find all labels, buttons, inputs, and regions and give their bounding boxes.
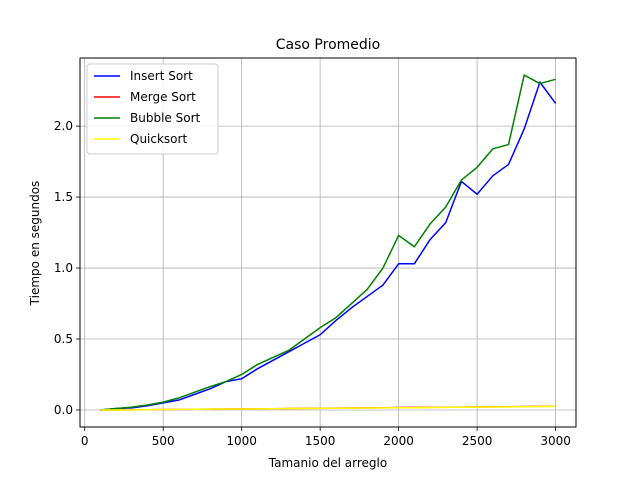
x-tick-label: 500 bbox=[152, 434, 175, 448]
x-axis-label: Tamanio del arreglo bbox=[268, 456, 387, 470]
x-tick-label: 1000 bbox=[226, 434, 257, 448]
y-tick-label: 2.0 bbox=[54, 119, 73, 133]
x-tick-label: 2500 bbox=[462, 434, 493, 448]
x-tick-label: 3000 bbox=[540, 434, 571, 448]
quicksort-line bbox=[100, 405, 556, 411]
legend: Insert Sort Merge Sort Bubble Sort Quicksor… bbox=[86, 63, 219, 155]
legend-label-quicksort: Quicksort bbox=[130, 132, 187, 146]
x-tick-label: 2000 bbox=[383, 434, 414, 448]
legend-box bbox=[86, 63, 219, 155]
insert-sort-line bbox=[100, 81, 557, 411]
y-tick-label: 1.5 bbox=[54, 190, 73, 204]
plot-frame bbox=[79, 57, 577, 428]
chart-title: Caso Promedio bbox=[276, 37, 380, 53]
x-tick-label: 1500 bbox=[305, 434, 336, 448]
bubble-sort-line bbox=[100, 74, 556, 411]
y-axis-label: Tiempo en segundos bbox=[28, 181, 42, 307]
legend-label-merge-sort: Merge Sort bbox=[130, 90, 196, 104]
y-tick-label: 0.0 bbox=[54, 403, 73, 417]
y-tick-label: 0.5 bbox=[54, 332, 73, 346]
y-tick-label: 1.0 bbox=[54, 261, 73, 275]
ticks: 0 500 1000 1500 2000 2500 3000 0.0 0.5 1.0 1.5 2.0 bbox=[54, 119, 571, 448]
legend-label-bubble-sort: Bubble Sort bbox=[130, 111, 200, 125]
series-lines bbox=[100, 74, 557, 411]
legend-label-insert-sort: Insert Sort bbox=[130, 69, 193, 83]
x-tick-label: 0 bbox=[81, 434, 89, 448]
